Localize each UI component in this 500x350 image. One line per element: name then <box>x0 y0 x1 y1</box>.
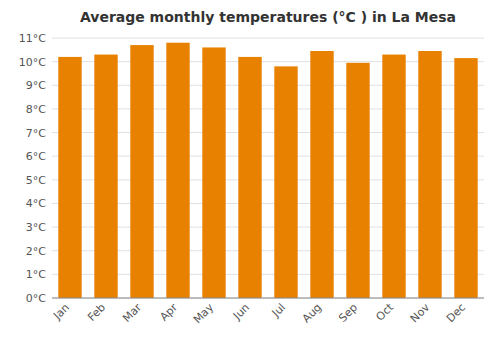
x-axis: Jan Feb Mar Apr May Jun Jul Aug Sep Oct Nov Dec <box>50 298 484 326</box>
x-tick-label: Mar <box>120 301 144 325</box>
y-tick-label: 4°C <box>26 197 46 210</box>
y-tick-label: 0°C <box>26 292 46 305</box>
bar <box>310 51 333 298</box>
grid <box>52 38 484 298</box>
chart-container: Average monthly temperatures (°C ) in La… <box>0 0 500 350</box>
bar <box>454 58 477 298</box>
bar <box>346 63 369 298</box>
x-tick-label: Jun <box>230 301 252 323</box>
bar <box>274 66 297 298</box>
bar <box>418 51 441 298</box>
y-tick-label: 10°C <box>19 56 46 69</box>
y-axis: 0°C 1°C 2°C 3°C 4°C 5°C 6°C 7°C 8°C 9°C 10°C 11°C <box>19 32 46 305</box>
bar <box>58 57 81 298</box>
bar <box>94 55 117 298</box>
y-tick-label: 6°C <box>26 150 46 163</box>
y-tick-label: 8°C <box>26 103 46 116</box>
x-tick-label: Jan <box>50 301 72 323</box>
x-tick-label: Apr <box>157 301 180 324</box>
bar <box>238 57 261 298</box>
title: Average monthly temperatures (°C ) in La… <box>80 9 456 25</box>
y-tick-label: 5°C <box>26 174 46 187</box>
y-tick-label: 3°C <box>26 221 46 234</box>
y-tick-label: 11°C <box>19 32 46 45</box>
bar <box>382 55 405 298</box>
x-tick-label: Nov <box>408 301 433 326</box>
y-tick-label: 2°C <box>26 245 46 258</box>
x-tick-label: Sep <box>336 301 360 325</box>
x-tick-label: Feb <box>85 301 108 324</box>
y-tick-label: 1°C <box>26 268 46 281</box>
x-tick-label: May <box>191 301 217 327</box>
x-tick-label: Aug <box>300 301 324 325</box>
x-axis-line <box>52 298 484 299</box>
chart: Average monthly temperatures (°C ) in La… <box>0 0 500 350</box>
x-tick-label: Oct <box>373 300 396 323</box>
y-tick-label: 9°C <box>26 79 46 92</box>
x-tick-label: Dec <box>444 301 468 325</box>
bar <box>166 43 189 298</box>
x-tick-label: Jul <box>269 301 288 320</box>
bars <box>58 43 477 298</box>
grid-line <box>52 298 484 299</box>
bar <box>202 47 225 298</box>
bar <box>130 45 153 298</box>
y-tick-label: 7°C <box>26 127 46 140</box>
grid-line <box>52 38 484 39</box>
